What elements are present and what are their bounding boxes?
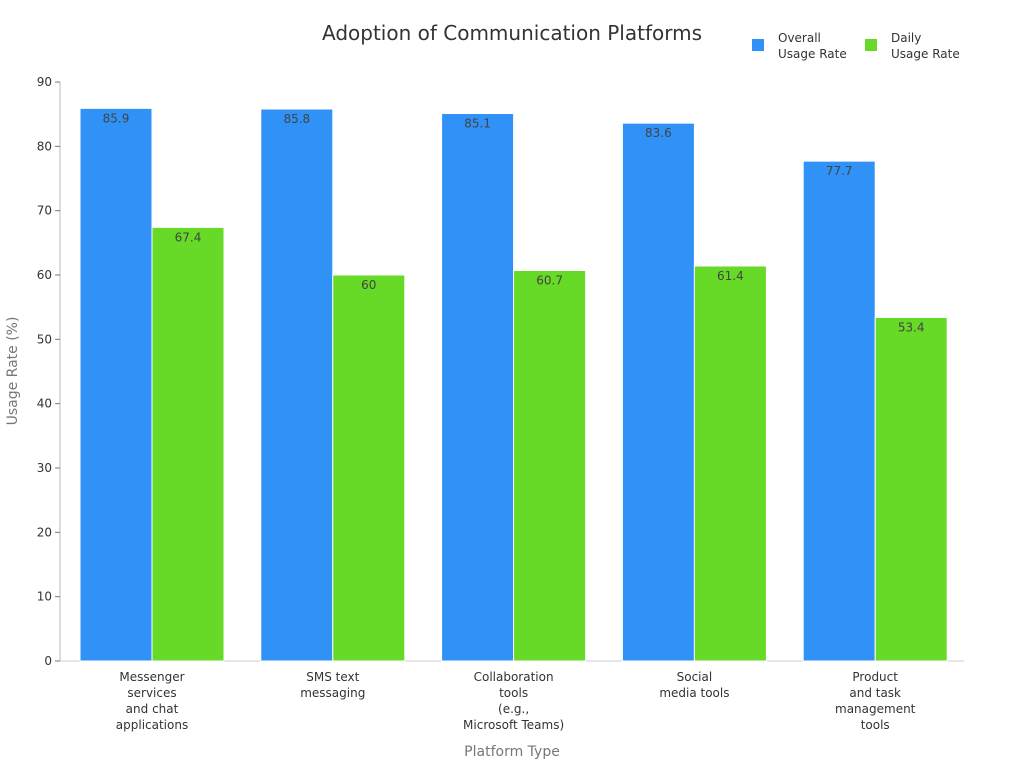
data-label: 77.7: [826, 164, 853, 178]
bar-daily[interactable]: [332, 274, 406, 662]
x-tick-label: SMS text messaging: [300, 670, 365, 700]
legend-swatch: [865, 39, 877, 51]
y-tick-label: 30: [37, 461, 52, 475]
data-label: 85.1: [464, 117, 491, 131]
bar-daily[interactable]: [513, 269, 587, 662]
chart-title: Adoption of Communication Platforms: [322, 21, 702, 45]
y-tick-label: 80: [37, 139, 52, 153]
y-tick-label: 0: [44, 654, 52, 668]
x-axis-title: Platform Type: [464, 744, 560, 760]
x-tick-label: Collaboration tools (e.g., Microsoft Teams): [463, 670, 564, 732]
y-tick-label: 70: [37, 204, 52, 218]
legend-swatch: [752, 39, 764, 51]
data-label: 83.6: [645, 126, 672, 140]
data-label: 61.4: [717, 269, 744, 283]
x-tick-label: Messenger services and chat applications: [116, 670, 188, 732]
legend-label: Overall Usage Rate: [778, 31, 847, 61]
y-tick-label: 40: [37, 397, 52, 411]
data-label: 85.8: [283, 112, 310, 126]
bars: [79, 107, 948, 662]
bar-daily[interactable]: [151, 226, 225, 662]
bar-overall[interactable]: [441, 113, 515, 662]
data-label: 85.9: [103, 111, 130, 125]
bar-daily[interactable]: [874, 316, 948, 662]
data-label: 60: [361, 278, 376, 292]
bar-overall[interactable]: [260, 108, 334, 662]
x-labels: Messenger services and chat applications SMS…: [116, 670, 916, 732]
x-tick-label: Product and task management tools: [835, 670, 916, 732]
y-tick-label: 10: [37, 590, 52, 604]
legend-label: Daily Usage Rate: [891, 31, 960, 61]
y-tick-label: 90: [37, 75, 52, 89]
data-labels: 85.9 67.4 85.8 60 85.1 60.7 83.6 61.4 77.7 53.4: [103, 111, 925, 334]
bar-overall[interactable]: [802, 160, 876, 662]
bar-daily[interactable]: [693, 265, 767, 662]
x-tick-label: Social media tools: [659, 670, 729, 700]
y-tick-label: 60: [37, 268, 52, 282]
y-tick-label: 20: [37, 525, 52, 539]
data-label: 53.4: [898, 320, 925, 334]
data-label: 67.4: [175, 230, 202, 244]
bar-overall[interactable]: [621, 122, 695, 662]
y-axis-title: Usage Rate (%): [5, 317, 21, 426]
legend: Overall Usage Rate Daily Usage Rate: [752, 31, 960, 61]
y-tick-label: 50: [37, 332, 52, 346]
bar-overall[interactable]: [79, 107, 153, 662]
data-label: 60.7: [536, 273, 563, 287]
